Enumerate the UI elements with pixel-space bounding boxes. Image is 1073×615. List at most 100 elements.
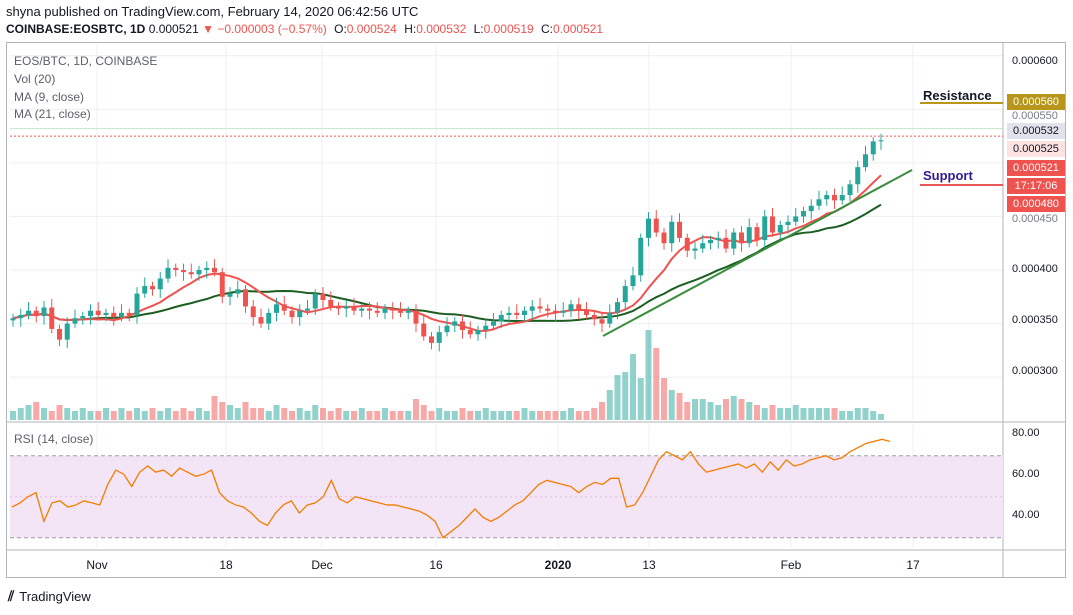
candle-body <box>157 278 163 290</box>
candle-body <box>715 237 721 240</box>
candle-body <box>638 237 644 276</box>
candle-body <box>289 310 295 318</box>
candle-body <box>196 270 202 275</box>
rsi-tick-label: 40.00 <box>1012 509 1040 521</box>
volume-bar <box>459 408 466 420</box>
volume-bar <box>568 408 574 420</box>
rsi-tick-label: 80.00 <box>1012 427 1040 439</box>
volume-bar <box>95 411 102 420</box>
candle-body <box>863 154 868 168</box>
volume-bar <box>870 411 877 420</box>
candle-body <box>142 286 148 294</box>
candle-body <box>553 310 558 313</box>
volume-bar <box>48 411 55 420</box>
candle-body <box>390 308 396 311</box>
candle-body <box>374 310 380 313</box>
candle-body <box>607 312 613 324</box>
volume-bar <box>606 390 613 420</box>
y-tick-label: 0.000300 <box>1012 365 1058 377</box>
volume-bar <box>25 405 32 420</box>
volume-bar <box>854 408 861 420</box>
candle-body <box>816 199 822 206</box>
volume-bar <box>250 408 257 420</box>
candle-body <box>522 310 527 315</box>
candle-body <box>18 315 24 319</box>
tradingview-logo-text: TradingView <box>19 589 91 604</box>
resistance-price-tag: 0.000560 <box>1007 94 1065 110</box>
volume-bar <box>296 408 303 420</box>
volume-bar <box>41 408 47 420</box>
candle-body <box>111 312 117 318</box>
candle-body <box>669 221 675 244</box>
candle-body <box>227 293 233 297</box>
candle-body <box>405 310 411 313</box>
candle-body <box>250 306 256 318</box>
high-label: H: <box>404 22 417 36</box>
candle-body <box>26 310 31 315</box>
volume-bar <box>630 354 636 420</box>
volume-bar <box>118 408 125 420</box>
volume-bar <box>653 348 660 420</box>
legend-ma21: MA (21, close) <box>14 107 91 121</box>
volume-bar <box>203 411 210 420</box>
candle-body <box>692 248 698 251</box>
volume-bar <box>428 411 435 420</box>
candle-body <box>591 315 597 320</box>
volume-bar <box>622 372 629 420</box>
candle-body <box>677 221 682 238</box>
candle-body <box>584 310 589 315</box>
candle-body <box>777 225 783 233</box>
volume-bar <box>676 393 683 420</box>
volume-bar <box>498 411 505 420</box>
volume-bar <box>265 411 272 420</box>
volume-bar <box>513 411 520 420</box>
volume-bar <box>327 411 334 420</box>
volume-bar <box>141 411 148 420</box>
candle-body <box>188 272 194 275</box>
volume-bar <box>715 405 722 420</box>
volume-bar <box>227 405 233 420</box>
volume-bar <box>769 405 776 420</box>
tradingview-logo[interactable]: ⫽ TradingView <box>8 588 91 605</box>
candle-body <box>731 232 737 249</box>
candle-body <box>475 330 481 335</box>
x-tick-label: 13 <box>642 558 656 572</box>
volume-bar <box>823 408 830 420</box>
volume-bar <box>211 396 218 420</box>
candle-body <box>568 304 574 311</box>
volume-bar <box>723 399 729 420</box>
current-price-tag: 0.000521 <box>1007 160 1065 176</box>
volume-bar <box>560 411 567 420</box>
volume-bar <box>374 411 381 420</box>
volume-bar <box>637 378 644 420</box>
candle-body <box>599 319 605 324</box>
volume-bar <box>816 408 822 420</box>
support-price-tag: 0.000480 <box>1007 196 1065 212</box>
volume-bar <box>661 378 667 420</box>
candle-body <box>297 310 303 318</box>
low-label: L: <box>473 22 484 36</box>
volume-bar <box>575 411 582 420</box>
candle-body <box>235 289 241 294</box>
volume-bar <box>343 411 350 420</box>
volume-bar <box>777 408 784 420</box>
candle-body <box>219 272 225 297</box>
candle-body <box>320 293 326 300</box>
candle-body <box>328 300 334 307</box>
down-arrow-icon: ▼ <box>202 22 214 36</box>
volume-bar <box>707 402 714 420</box>
open-label: O: <box>334 22 347 36</box>
close-value: 0.000521 <box>553 22 604 36</box>
volume-bar <box>172 411 179 420</box>
volume-bar <box>699 399 706 420</box>
candle-body <box>545 308 551 311</box>
volume-bar <box>304 411 311 420</box>
countdown-tag: 17:17:06 <box>1007 178 1065 194</box>
candle-body <box>506 312 512 315</box>
candle-body <box>824 195 830 200</box>
resistance-annotation: Resistance <box>923 88 992 103</box>
volume-bar <box>281 408 288 420</box>
volume-bar <box>467 411 474 420</box>
candle-body <box>57 328 62 340</box>
